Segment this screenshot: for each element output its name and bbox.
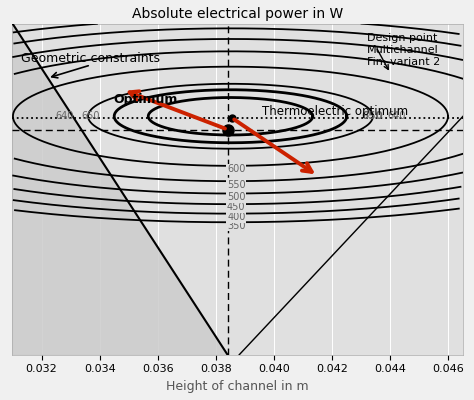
- Text: 640: 640: [387, 111, 406, 121]
- Text: 650: 650: [361, 111, 383, 121]
- Text: 650: 650: [81, 111, 100, 121]
- Title: Absolute electrical power in W: Absolute electrical power in W: [132, 7, 343, 21]
- Text: 600: 600: [227, 164, 246, 174]
- Text: 550: 550: [227, 180, 246, 190]
- Polygon shape: [12, 24, 228, 355]
- Text: Design point
Multichannel
Fin: variant 2: Design point Multichannel Fin: variant 2: [367, 34, 440, 67]
- Text: 640: 640: [55, 111, 73, 121]
- Text: 450: 450: [227, 202, 246, 212]
- Text: 400: 400: [227, 212, 246, 222]
- Text: Geometric constraints: Geometric constraints: [21, 52, 160, 65]
- Polygon shape: [239, 116, 463, 355]
- Text: Optimum: Optimum: [114, 93, 178, 106]
- Text: 350: 350: [227, 221, 246, 231]
- Text: 500: 500: [227, 192, 246, 202]
- X-axis label: Height of channel in m: Height of channel in m: [166, 380, 309, 393]
- Text: Thermoelectric optimum: Thermoelectric optimum: [263, 105, 409, 118]
